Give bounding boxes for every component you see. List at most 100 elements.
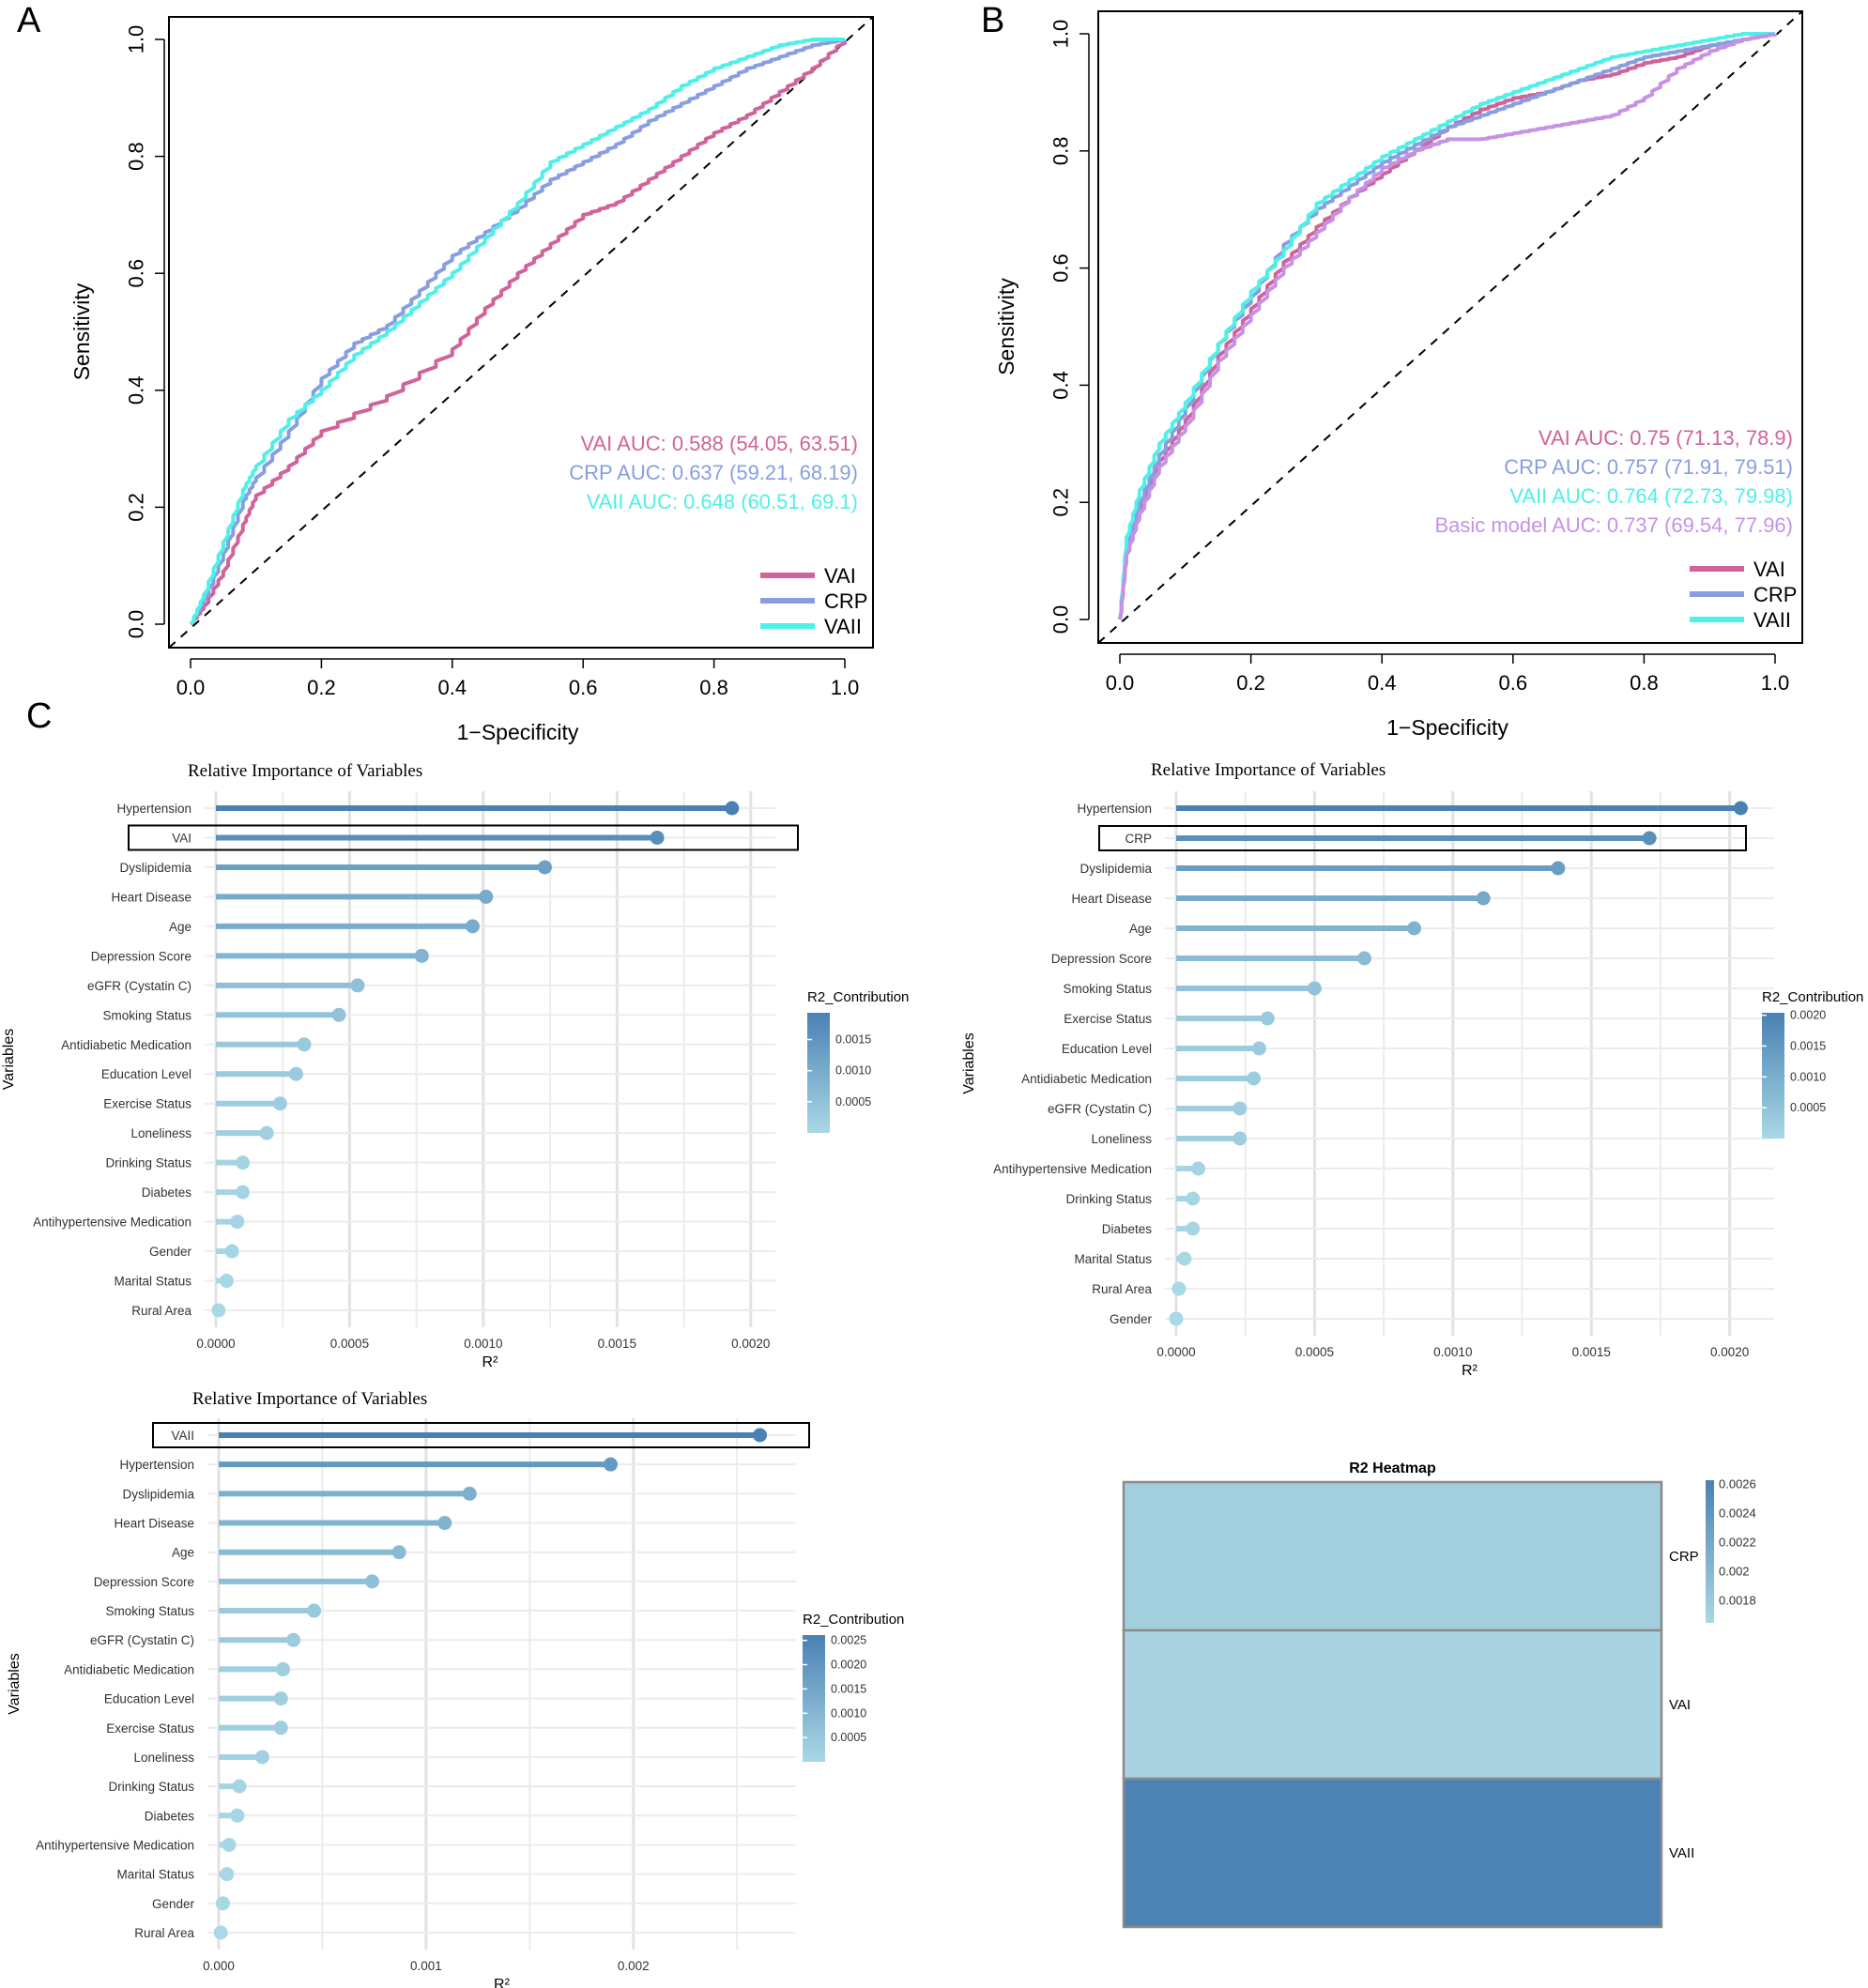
x-tick-label: 0.0 (1106, 671, 1135, 695)
variable-label-rural-area: Rural Area (131, 1304, 191, 1318)
legend-tick-label: 0.0010 (835, 1064, 871, 1078)
y-axis-title: Sensitivity (994, 278, 1018, 375)
lollipop-dot-antihypertensive-medication (1191, 1161, 1206, 1176)
variable-label-drinking-status: Drinking Status (105, 1156, 191, 1170)
lollipop-dot-egfr-cystatin-c (350, 978, 365, 993)
panel-label-c: C (26, 696, 52, 736)
auc-label-vai: VAI AUC: 0.75 (71.13, 78.9) (1539, 426, 1793, 450)
x-axis-title: R² (494, 1977, 511, 1988)
legend-colorbar (807, 1013, 830, 1133)
r2-heatmap: R2 Heatmap CRP VAI VAII 0.0018 0.002 0.0022 0.0… (1122, 1460, 1756, 1929)
lollipop-dot-smoking-status (1307, 981, 1322, 996)
lollipop-dot-marital-status (1177, 1251, 1192, 1266)
lollipop-dot-depression-score (364, 1574, 379, 1589)
x-tick-label: 0.4 (438, 676, 467, 699)
roc-curve-vaii (1118, 32, 1775, 620)
lollipop-dot-dyslipidemia (462, 1486, 477, 1501)
lollipop-dot-hypertension (1733, 801, 1748, 816)
legend-title: R2_Contribution (803, 1612, 904, 1628)
legend-tick-label: 0.0020 (1790, 1009, 1826, 1022)
highlight-box (128, 824, 799, 851)
lollipop-dot-gender (215, 1896, 230, 1911)
legend-tick-label: 0.0005 (1790, 1101, 1826, 1114)
x-tick-label: 1.0 (1761, 671, 1790, 695)
lollipop-dot-vaii (752, 1428, 767, 1443)
lollipop-dot-drinking-status (232, 1779, 247, 1794)
variable-label-marital-status: Marital Status (1074, 1252, 1152, 1266)
variable-label-rural-area: Rural Area (1092, 1282, 1152, 1296)
x-tick-label: 0.002 (618, 1959, 650, 1973)
legend-tick-label: 0.0005 (831, 1731, 866, 1744)
x-tick-label: 0.0 (176, 676, 206, 699)
variable-label-drinking-status: Drinking Status (1065, 1192, 1152, 1206)
heatmap-cell-vai (1122, 1629, 1663, 1781)
auc-label-crp: CRP AUC: 0.637 (59.21, 68.19) (569, 461, 858, 484)
variable-label-exercise-status: Exercise Status (106, 1721, 194, 1736)
roc-curve-crp (189, 38, 847, 626)
lollipop-dot-gender (224, 1244, 239, 1259)
heatmap-legend-label: 0.0018 (1719, 1594, 1756, 1608)
plot-frame (1097, 10, 1803, 644)
variable-label-age: Age (1129, 922, 1152, 936)
y-tick-label: 0.0 (125, 610, 148, 639)
lollipop-dot-loneliness (1233, 1131, 1248, 1146)
x-tick-label: 0.8 (1630, 671, 1659, 695)
lollipop-dot-exercise-status (273, 1720, 288, 1736)
variable-label-loneliness: Loneliness (133, 1751, 194, 1765)
lollipop-dot-hypertension (603, 1457, 618, 1472)
lollipop-dot-smoking-status (331, 1007, 346, 1022)
x-tick-label: 0.0020 (1710, 1345, 1749, 1359)
variable-label-depression-score: Depression Score (1051, 952, 1152, 966)
lollipop-dot-rural-area (213, 1925, 228, 1940)
variable-label-vaii: VAII (171, 1429, 194, 1443)
variable-label-dyslipidemia: Dyslipidemia (1079, 862, 1152, 876)
x-tick-label: 0.0000 (1156, 1345, 1195, 1359)
heatmap-title: R2 Heatmap (1349, 1460, 1436, 1476)
lollipop-dot-egfr-cystatin-c (1233, 1101, 1248, 1116)
variable-label-diabetes: Diabetes (145, 1809, 195, 1823)
y-axis-title: Variables (961, 1032, 977, 1094)
legend-tick-label: 0.0015 (1790, 1039, 1826, 1052)
variable-label-gender: Gender (1110, 1312, 1153, 1326)
lollipop-dot-antidiabetic-medication (297, 1037, 312, 1052)
lollipop-dot-drinking-status (235, 1155, 250, 1170)
variable-label-smoking-status: Smoking Status (102, 1008, 191, 1022)
heatmap-row-label-vai: VAI (1669, 1697, 1691, 1713)
x-tick-label: 0.0000 (196, 1337, 235, 1351)
x-tick-label: 1.0 (831, 676, 860, 699)
lollipop-dot-heart-disease (437, 1516, 452, 1531)
variable-label-hypertension: Hypertension (119, 1458, 194, 1472)
x-axis-title: R² (1462, 1363, 1478, 1379)
y-tick-label: 0.4 (1049, 371, 1073, 400)
y-tick-label: 0.2 (125, 493, 148, 522)
chart-title: Relative Importance of Variables (192, 1389, 427, 1409)
lollipop-dot-antihypertensive-medication (222, 1837, 237, 1852)
variable-label-education-level: Education Level (101, 1067, 191, 1081)
auc-label-vaii: VAII AUC: 0.648 (60.51, 69.1) (587, 490, 858, 513)
roc-chart-a: 0.0 0.2 0.4 0.6 0.8 1.0 0.0 0.2 0.4 0.6 0.8 1.0 1−Sp… (69, 16, 874, 744)
heatmap-row-label-vaii: VAII (1669, 1845, 1694, 1861)
x-tick-label: 0.8 (699, 676, 728, 699)
legend-colorbar (803, 1635, 825, 1762)
highlight-box (1098, 825, 1747, 851)
x-tick-label: 0.0015 (598, 1337, 636, 1351)
y-tick-label: 0.0 (1049, 605, 1073, 635)
variable-label-vai: VAI (172, 831, 191, 845)
variable-label-loneliness: Loneliness (1091, 1132, 1152, 1146)
lollipop-dot-diabetes (1186, 1221, 1201, 1236)
variable-label-gender: Gender (149, 1245, 192, 1259)
lollipop-dot-heart-disease (1476, 891, 1491, 906)
lollipop-dot-rural-area (211, 1303, 226, 1318)
x-tick-label: 0.001 (410, 1959, 442, 1973)
legend-title: R2_Contribution (1762, 989, 1863, 1005)
lollipop-dot-education-level (273, 1691, 288, 1706)
variable-label-egfr-cystatin-c: eGFR (Cystatin C) (87, 979, 191, 993)
lollipop-dot-education-level (1251, 1041, 1266, 1056)
variable-label-antidiabetic-medication: Antidiabetic Medication (64, 1662, 194, 1676)
variable-label-antidiabetic-medication: Antidiabetic Medication (61, 1038, 191, 1052)
heatmap-colorbar (1706, 1480, 1714, 1623)
y-tick-label: 0.8 (125, 142, 148, 171)
variable-label-drinking-status: Drinking Status (108, 1780, 194, 1794)
legend-title: R2_Contribution (807, 989, 909, 1005)
